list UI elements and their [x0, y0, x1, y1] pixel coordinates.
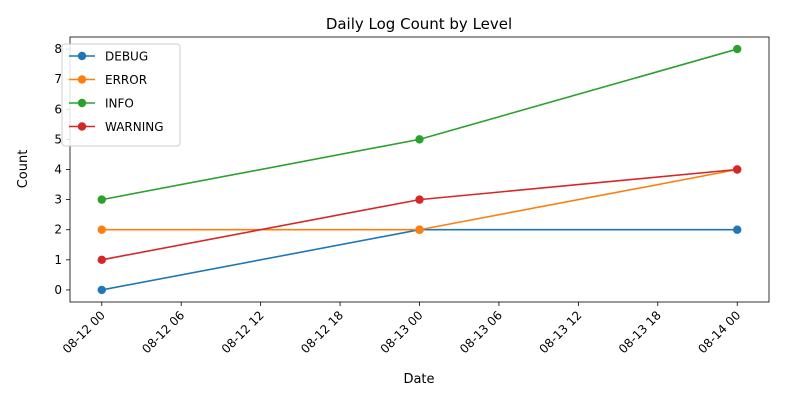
series-line-warning [101, 168, 738, 261]
series-line-info [101, 48, 738, 201]
series-line-debug [101, 228, 738, 291]
legend-box [61, 43, 181, 147]
data-point-error [415, 225, 424, 234]
x-tick-label: 08-13 00 [378, 308, 426, 356]
x-tick-label: 08-12 18 [298, 308, 346, 356]
data-point-warning [415, 195, 424, 204]
y-tick-label: 5 [54, 132, 62, 146]
y-tick-label: 7 [54, 72, 62, 86]
data-point-debug [733, 225, 742, 234]
legend-label-debug: DEBUG [105, 50, 148, 64]
x-tick-label: 08-13 18 [616, 308, 664, 356]
plot-frame [69, 36, 770, 303]
data-point-warning [733, 165, 742, 174]
x-tick-label: 08-12 06 [139, 308, 187, 356]
x-tick-label: 08-12 12 [219, 308, 267, 356]
y-tick-label: 2 [54, 223, 62, 237]
y-tick-label: 3 [54, 193, 62, 207]
legend-marker-info [77, 98, 87, 108]
data-point-info [97, 195, 106, 204]
data-point-info [733, 44, 742, 54]
legend-marker-debug [77, 51, 87, 61]
x-tick-label: 08-13 12 [536, 308, 584, 356]
y-tick-label: 0 [54, 283, 62, 297]
data-point-warning [97, 255, 106, 265]
legend-label-error: ERROR [105, 73, 147, 87]
y-tick-label: 6 [54, 102, 62, 116]
y-tick-label: 1 [54, 253, 62, 267]
y-axis-label: Count [16, 150, 31, 189]
legend: DEBUG ERROR INFO WARNING [61, 43, 181, 147]
legend-label-info: INFO [105, 97, 134, 111]
x-tick-label: 08-13 06 [457, 308, 505, 356]
legend-marker-warning [77, 122, 87, 131]
x-tick-label: 08-14 00 [695, 308, 743, 356]
x-axis-label: Date [403, 372, 434, 387]
x-tick-label: 08-12 00 [60, 308, 108, 356]
y-tick-label: 8 [54, 42, 62, 56]
chart-title: Daily Log Count by Level [326, 15, 512, 33]
data-point-debug [97, 285, 106, 295]
data-point-info [415, 135, 424, 144]
legend-marker-error [77, 75, 87, 84]
data-point-error [97, 225, 106, 234]
legend-label-warning: WARNING [105, 120, 164, 134]
y-tick-label: 4 [54, 163, 62, 177]
